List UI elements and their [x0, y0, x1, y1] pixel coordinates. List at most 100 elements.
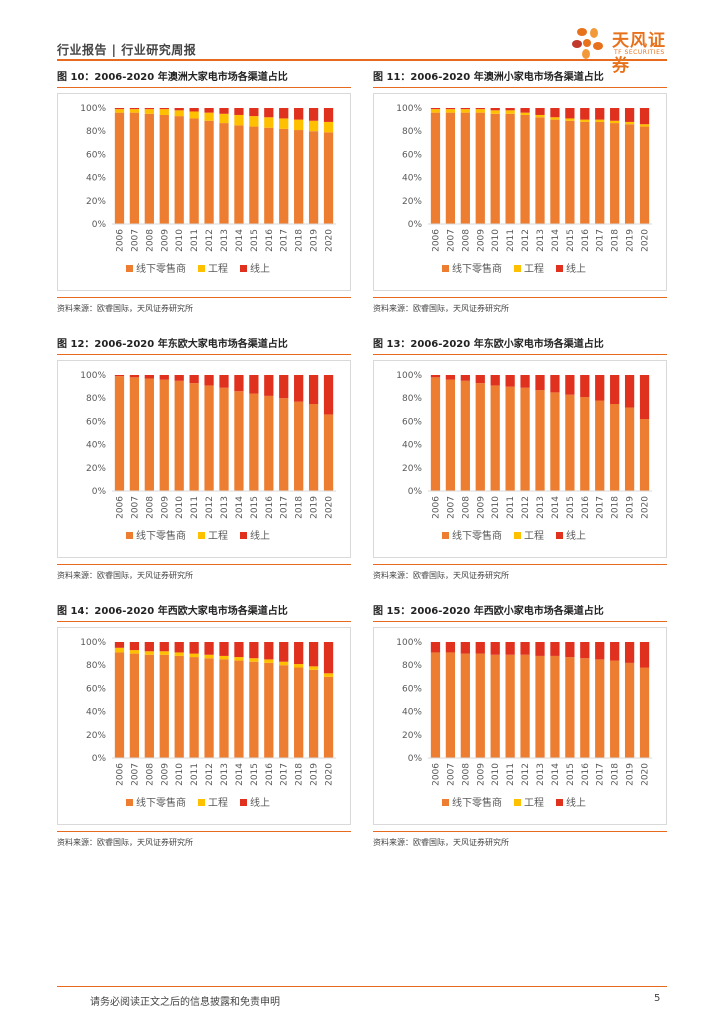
- source-note: 资料来源：欧睿国际，天风证券研究所: [57, 838, 193, 847]
- bar-segment: [234, 375, 244, 392]
- bar-segment: [144, 113, 154, 224]
- y-tick-label: 60%: [402, 150, 422, 160]
- bar-segment: [520, 387, 530, 491]
- bar-segment: [639, 108, 650, 125]
- bar-segment: [323, 121, 334, 133]
- x-tick-label: 2019: [626, 229, 636, 252]
- bar-segment: [550, 117, 560, 120]
- bar-segment: [595, 400, 605, 491]
- bar-segment: [550, 108, 560, 118]
- bar-segment: [174, 380, 184, 491]
- x-tick-label: 2009: [160, 763, 170, 786]
- y-tick-label: 0%: [92, 220, 107, 230]
- legend-label: 线上: [250, 262, 270, 275]
- x-tick-label: 2018: [295, 229, 305, 252]
- x-tick-label: 2010: [175, 763, 185, 786]
- bar-segment: [234, 125, 244, 224]
- bar-segment: [308, 375, 319, 404]
- legend-label: 线上: [566, 529, 586, 542]
- bar-segment: [234, 114, 244, 126]
- bar-segment: [174, 655, 184, 758]
- x-tick-label: 2011: [506, 229, 516, 252]
- x-tick-label: 2018: [295, 496, 305, 519]
- bar-segment: [624, 108, 635, 122]
- y-tick-label: 100%: [80, 371, 106, 381]
- bar-segment: [535, 642, 545, 656]
- y-tick-label: 60%: [86, 684, 106, 694]
- x-tick-label: 2018: [611, 496, 621, 519]
- bar-segment: [294, 401, 304, 491]
- bar-segment: [520, 112, 530, 115]
- bar-segment: [249, 642, 259, 659]
- bar-segment: [189, 653, 199, 658]
- bar-segment: [490, 385, 500, 491]
- bar-segment: [189, 657, 199, 758]
- x-tick-label: 2012: [521, 496, 531, 519]
- legend-swatch: [442, 265, 449, 272]
- legend-label: 工程: [208, 530, 228, 542]
- y-tick-label: 80%: [402, 127, 422, 137]
- x-tick-label: 2016: [581, 229, 591, 252]
- chart-frame: 0% 20% 40% 60% 80% 100% 2006 2007 2008 2009 2010 20…: [373, 93, 667, 291]
- bar-segment: [219, 642, 229, 656]
- legend-label: 工程: [524, 797, 544, 809]
- bar-segment: [520, 375, 530, 388]
- y-tick-label: 60%: [402, 417, 422, 427]
- bar-segment: [595, 642, 605, 660]
- x-tick-label: 2014: [235, 496, 245, 519]
- legend-label: 线下零售商: [136, 262, 186, 275]
- bar-segment: [323, 673, 334, 677]
- y-tick-label: 80%: [402, 394, 422, 404]
- x-tick-label: 2011: [190, 229, 200, 252]
- bar-segment: [114, 109, 125, 113]
- bar-segment: [565, 642, 575, 658]
- legend-label: 工程: [208, 263, 228, 275]
- brand-logo: 天风证券 TF SECURITIES: [568, 24, 678, 76]
- legend-swatch: [556, 532, 563, 539]
- x-tick-label: 2018: [295, 763, 305, 786]
- bar-segment: [323, 676, 334, 758]
- bar-segment: [174, 116, 184, 224]
- bar-segment: [565, 118, 575, 121]
- bar-segment: [249, 393, 259, 491]
- y-tick-label: 20%: [86, 197, 106, 207]
- y-tick-label: 20%: [86, 731, 106, 741]
- bar-segment: [520, 654, 530, 758]
- x-tick-label: 2019: [626, 763, 636, 786]
- bar-segment: [445, 112, 456, 224]
- source-note: 资料来源：欧睿国际，天风证券研究所: [57, 304, 193, 313]
- logo-subtext: TF SECURITIES: [614, 49, 665, 56]
- bar-segment: [219, 108, 229, 114]
- header-divider: [57, 59, 667, 61]
- y-tick-label: 60%: [86, 150, 106, 160]
- y-tick-label: 20%: [86, 464, 106, 474]
- y-tick-label: 20%: [402, 464, 422, 474]
- bar-segment: [114, 375, 125, 377]
- bar-segment: [159, 651, 169, 655]
- x-tick-label: 2015: [566, 229, 576, 252]
- bar-segment: [580, 658, 590, 758]
- bar-segment: [129, 112, 140, 224]
- bar-segment: [249, 126, 259, 224]
- bar-segment: [565, 120, 575, 224]
- legend-label: 线下零售商: [452, 796, 502, 809]
- x-tick-label: 2019: [310, 496, 320, 519]
- bar-segment: [189, 383, 199, 491]
- x-tick-label: 2009: [160, 496, 170, 519]
- x-tick-label: 2013: [220, 496, 230, 519]
- x-tick-label: 2007: [446, 229, 456, 252]
- bar-segment: [610, 123, 620, 224]
- bar-segment: [610, 642, 620, 661]
- bar-segment: [445, 109, 456, 113]
- legend-swatch: [198, 799, 205, 806]
- bar-segment: [144, 654, 154, 758]
- x-tick-label: 2020: [325, 229, 335, 252]
- bar-segment: [294, 642, 304, 665]
- bar-segment: [445, 108, 456, 110]
- bar-segment: [535, 108, 545, 115]
- legend-swatch: [442, 799, 449, 806]
- bar-segment: [323, 132, 334, 224]
- x-tick-label: 2011: [190, 763, 200, 786]
- x-tick-label: 2019: [626, 496, 636, 519]
- bar-segment: [204, 108, 214, 113]
